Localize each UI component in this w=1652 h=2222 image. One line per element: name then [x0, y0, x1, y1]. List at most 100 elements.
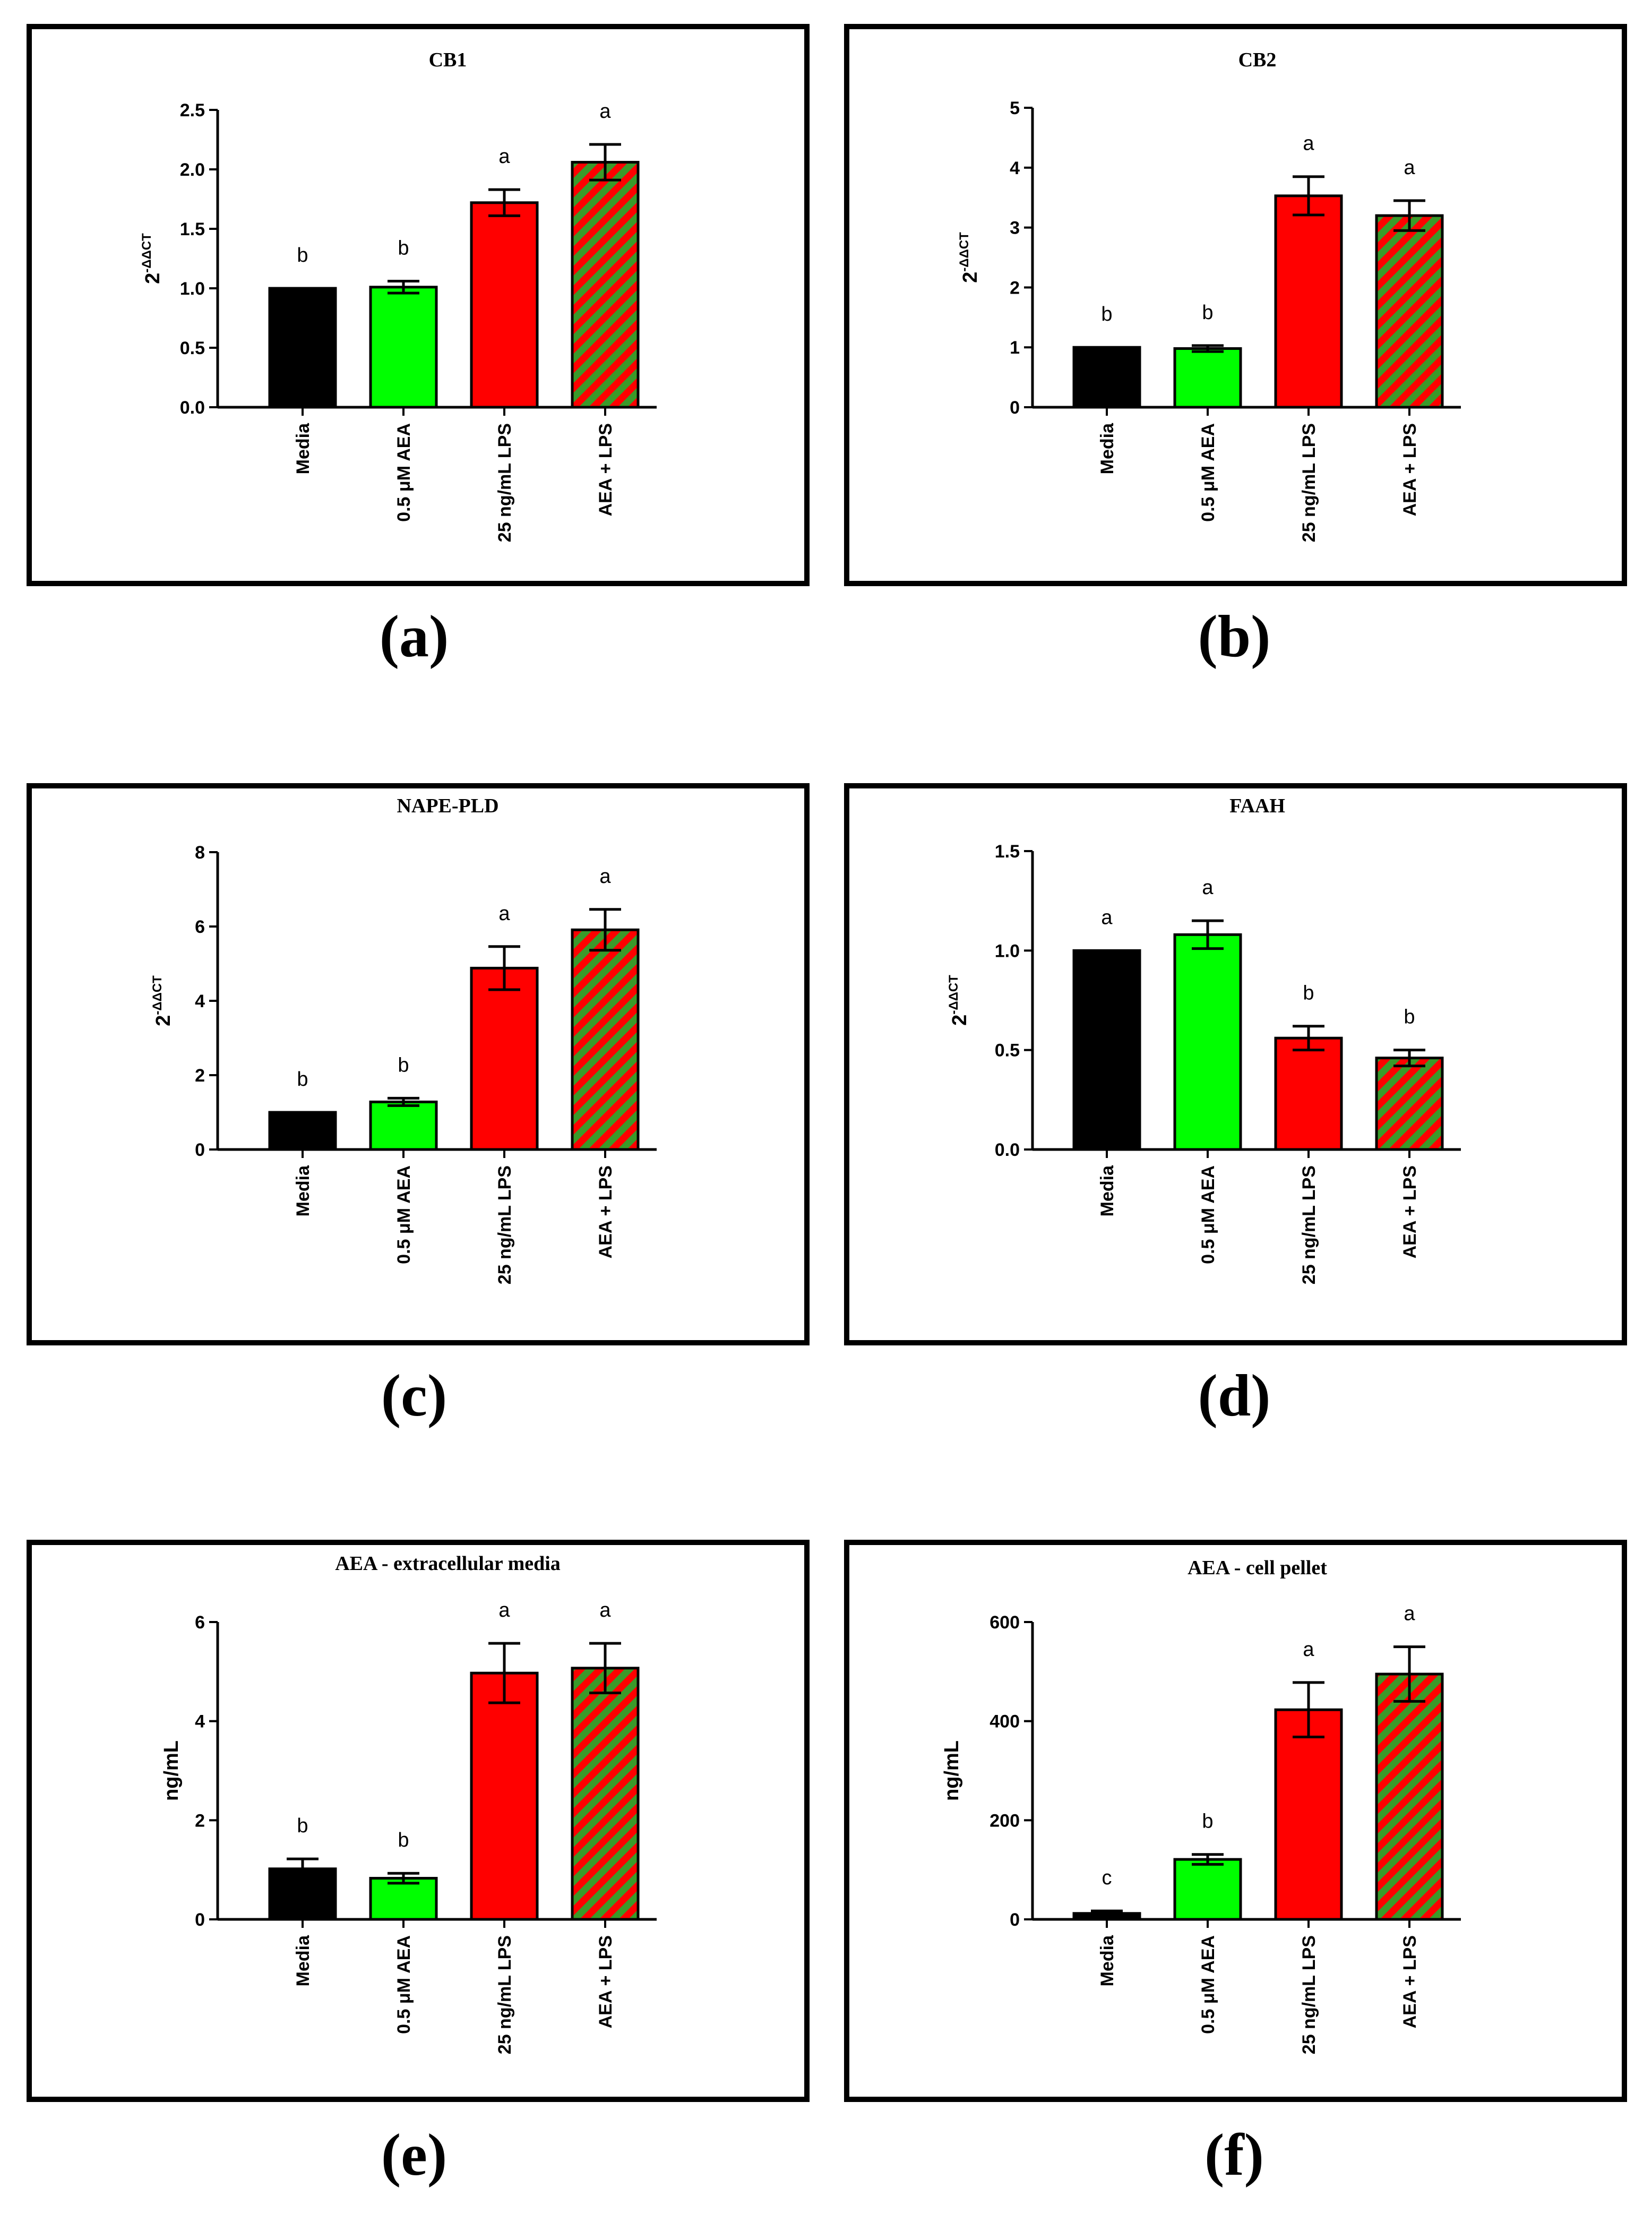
panel-d-y-tick-label: 0.0 [995, 1140, 1020, 1160]
panel-f-significance-letter: b [1202, 1811, 1213, 1833]
panel-b-y-tick-label: 4 [1010, 158, 1020, 178]
panel-a-significance-letter: a [498, 145, 510, 168]
panel-b-category-label: 0.5 μM AEA [1198, 423, 1218, 522]
panel-d-category-label: Media [1097, 1165, 1117, 1216]
panel-a-significance-letter: b [398, 237, 409, 260]
panel-c-significance-letter: a [498, 903, 510, 925]
panel-c-bar [369, 1100, 438, 1151]
panel-e-category-label: 0.5 μM AEA [394, 1935, 414, 2034]
panel-a-bar [470, 201, 539, 409]
panel-b-significance-letter: b [1202, 302, 1213, 324]
panel-f-category-label: AEA + LPS [1400, 1935, 1420, 2028]
panel-c-y-axis-label: 2-ΔΔCT [150, 975, 175, 1026]
panel-a-category-label: 0.5 μM AEA [394, 423, 414, 522]
panel-a-category-label: AEA + LPS [596, 423, 616, 516]
panel-b-y-tick-label: 0 [1010, 398, 1020, 418]
panel-a-bar [268, 287, 337, 409]
panel-b-category-label: Media [1097, 423, 1117, 474]
panel-d-category-label: 25 ng/mL LPS [1299, 1165, 1319, 1284]
panel-c-y-tick-label: 6 [195, 917, 205, 937]
panel-b-bar [1274, 194, 1343, 409]
panel-c-category-label: Media [293, 1165, 313, 1216]
panel-c-y-tick-label: 0 [195, 1140, 205, 1160]
panel-label-a: (a) [379, 604, 449, 670]
panel-e-bar [470, 1671, 539, 1921]
panel-b-bar [1173, 347, 1242, 409]
panel-b-y-tick-label: 2 [1010, 278, 1020, 298]
panel-e-category-label: AEA + LPS [596, 1935, 616, 2028]
panel-label-b: (b) [1198, 604, 1271, 670]
panel-e-category-label: Media [293, 1935, 313, 1986]
panel-b-y-tick-label: 3 [1010, 218, 1020, 238]
panel-c-significance-letter: a [599, 865, 611, 888]
panel-a-y-axis-label: 2-ΔΔCT [140, 233, 164, 284]
panel-b-title: CB2 [1238, 49, 1277, 71]
panel-f-y-tick-label: 600 [990, 1612, 1020, 1633]
panel-b-bar [1375, 214, 1444, 409]
panel-d-significance-letter: b [1404, 1006, 1415, 1028]
panel-d-bar [1274, 1036, 1343, 1151]
panel-f-significance-letter: a [1303, 1638, 1314, 1661]
panel-d-bar [1173, 933, 1242, 1151]
panel-f-title: AEA - cell pellet [1188, 1557, 1327, 1579]
panel-a-bar [369, 286, 438, 409]
panel-d-category-label: AEA + LPS [1400, 1165, 1420, 1258]
panel-c-bar [470, 966, 539, 1151]
panel-c-category-label: 0.5 μM AEA [394, 1165, 414, 1264]
panel-e-y-axis-label: ng/mL [160, 1740, 183, 1801]
panel-a-y-tick-label: 0.5 [180, 338, 205, 358]
panel-d-bar [1375, 1057, 1444, 1151]
panel-b-bar [1072, 346, 1141, 409]
panel-c-y-tick-label: 4 [195, 991, 205, 1011]
panel-c-category-label: AEA + LPS [596, 1165, 616, 1258]
panel-f-significance-letter: a [1404, 1603, 1415, 1625]
panel-label-f: (f) [1204, 2122, 1264, 2188]
panel-d-significance-letter: a [1202, 877, 1214, 899]
panel-f-frame [844, 1540, 1627, 2102]
panel-label-d: (d) [1198, 1363, 1271, 1429]
panel-f-y-axis-label: ng/mL [941, 1740, 963, 1801]
panel-e-y-tick-label: 4 [195, 1712, 205, 1732]
panel-a-y-tick-label: 2.5 [180, 100, 205, 121]
panel-b-category-label: 25 ng/mL LPS [1299, 423, 1319, 542]
panel-d-y-axis-label: 2-ΔΔCT [947, 975, 971, 1026]
panel-a-y-tick-label: 2.0 [180, 160, 205, 180]
panel-e-y-tick-label: 6 [195, 1612, 205, 1633]
panel-c-bar [571, 928, 640, 1151]
panel-c-y-tick-label: 8 [195, 843, 205, 863]
panel-e-significance-letter: b [398, 1829, 409, 1851]
panel-d-title: FAAH [1229, 795, 1285, 817]
panel-e-significance-letter: a [599, 1599, 611, 1622]
panel-a-significance-letter: b [297, 244, 308, 267]
panel-c-y-tick-label: 2 [195, 1066, 205, 1086]
panel-e-y-tick-label: 2 [195, 1811, 205, 1831]
panel-c-frame [27, 783, 810, 1345]
panel-e-frame [27, 1540, 810, 2102]
panel-a-y-tick-label: 1.0 [180, 279, 205, 299]
panel-e-significance-letter: a [498, 1599, 510, 1622]
panel-b-frame [844, 24, 1627, 586]
panel-f-y-tick-label: 400 [990, 1712, 1020, 1732]
panel-b-y-tick-label: 5 [1010, 98, 1020, 118]
panel-b-y-axis-label: 2-ΔΔCT [957, 232, 982, 283]
panel-b-significance-letter: a [1404, 157, 1415, 179]
panel-a-title: CB1 [429, 49, 467, 71]
panel-e-y-tick-label: 0 [195, 1910, 205, 1930]
panel-c-bar [268, 1111, 337, 1151]
panel-b-y-tick-label: 1 [1010, 338, 1020, 358]
panel-f-significance-letter: c [1102, 1867, 1112, 1889]
panel-f-bar [1274, 1708, 1343, 1921]
panel-a-category-label: 25 ng/mL LPS [495, 423, 515, 542]
panel-c-category-label: 25 ng/mL LPS [495, 1165, 515, 1284]
panel-label-e: (e) [381, 2122, 448, 2188]
panel-d-y-tick-label: 1.5 [995, 842, 1020, 862]
panel-e-title: AEA - extracellular media [335, 1552, 561, 1575]
panel-b-significance-letter: b [1101, 303, 1112, 325]
panel-label-c: (c) [381, 1363, 448, 1429]
panel-a-category-label: Media [293, 423, 313, 474]
panel-f-category-label: 0.5 μM AEA [1198, 1935, 1218, 2034]
panel-a-y-tick-label: 1.5 [180, 219, 205, 239]
panel-d-significance-letter: b [1303, 982, 1314, 1005]
panel-c-significance-letter: b [297, 1068, 308, 1091]
